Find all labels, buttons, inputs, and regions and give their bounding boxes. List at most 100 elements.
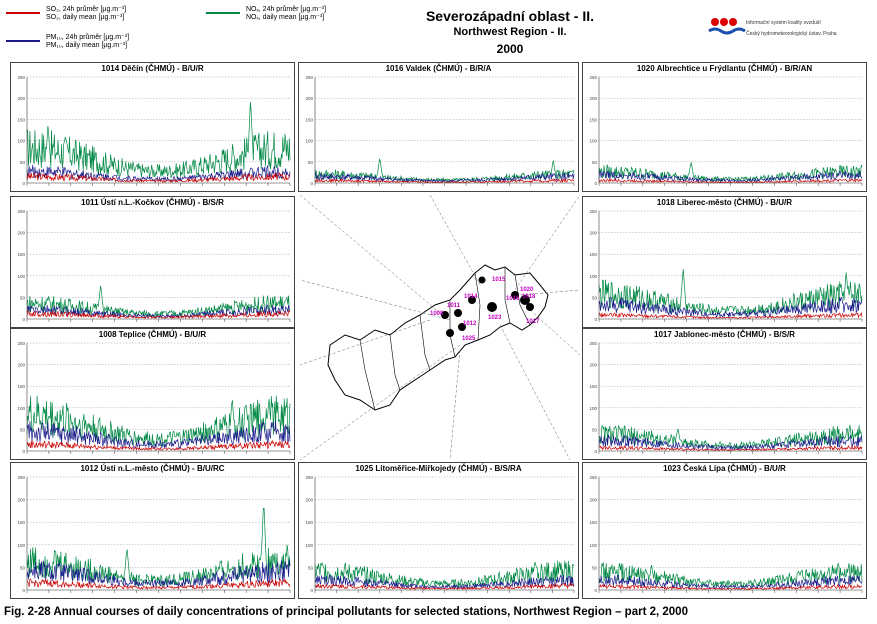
axes [598,343,862,452]
chart-panel-1016: 0 50 100 150 200 250 1016 Valdek (ČHMÚ) - B/R/… [298,62,579,192]
series-line-so2 [598,583,863,591]
y-tick-label: 50 [20,427,26,432]
series-line-so2 [598,178,863,184]
y-tick-label: 250 [589,75,597,80]
axes [26,343,290,452]
region-map: 1015 1014 1016 1018 1020 1008 1011 1023 … [300,195,580,460]
chart-panel-1020: 0 50 100 150 200 250 1020 Albrechtice u Frýdla… [582,62,867,192]
y-tick-label: 0 [22,181,25,186]
y-tick-label: 250 [305,75,313,80]
y-tick-label: 50 [592,427,598,432]
y-tick-label: 200 [589,363,597,368]
legend-label-nox-en: NOₓ, daily mean [µg.m⁻³] [246,14,325,21]
legend-swatch-so2 [6,12,40,14]
y-tick-label: 250 [17,475,25,480]
y-tick-label: 250 [17,341,25,346]
y-tick-label: 150 [17,520,25,525]
series-line-so2 [26,439,291,452]
chmi-logo [708,18,746,35]
y-tick-label: 150 [589,252,597,257]
series-line-pm10 [598,434,863,451]
legend-label-pm10-cz: PM₁₀, 24h průměr [µg.m⁻³] [46,34,130,41]
y-tick-label: 0 [310,588,313,593]
axes [26,477,290,591]
station-label: 1020 [520,287,534,293]
y-tick-label: 250 [589,209,597,214]
y-tick-label: 100 [305,543,313,548]
series-line-pm10 [26,420,291,449]
station-label: 1012 [463,321,477,327]
y-tick-label: 0 [22,317,25,322]
y-tick-label: 250 [305,475,313,480]
legend-label-so2-cz: SO₂, 24h průměr [µg.m⁻³] [46,6,127,13]
series-line-nox [26,508,291,587]
chart-title: 1011 Ústí n.L.-Kočkov (ČHMÚ) - B/S/R [81,198,224,207]
chart-title: 1017 Jablonec-město (ČHMÚ) - B/S/R [654,330,795,339]
y-tick-label: 100 [589,274,597,279]
y-tick-label: 50 [20,565,26,570]
axes [26,211,290,320]
y-tick-label: 100 [589,139,597,144]
station-label: 1014 [464,294,478,300]
page-title: Severozápadní oblast - II. Northwest Reg… [390,8,630,56]
legend: SO₂, 24h průměr [µg.m⁻³] SO₂, daily mean … [6,4,376,58]
series-line-nox [598,424,863,451]
series-line-nox [26,102,291,179]
y-tick-label: 50 [20,160,26,165]
series-line-pm10 [598,296,863,318]
y-tick-label: 100 [589,543,597,548]
y-tick-label: 150 [305,520,313,525]
chart-title: 1012 Ústí n.L.-město (ČHMÚ) - B/U/RC [80,464,225,473]
series-line-so2 [314,177,575,184]
y-tick-label: 0 [594,181,597,186]
y-tick-label: 50 [592,160,598,165]
y-tick-label: 200 [589,231,597,236]
y-tick-label: 200 [305,498,313,503]
chart-title: 1008 Teplice (ČHMÚ) - B/U/R [98,330,207,339]
title-cz: Severozápadní oblast - II. [425,8,595,24]
axes [598,77,862,184]
series-line-nox [598,161,863,183]
axes [26,77,290,184]
y-tick-label: 0 [22,588,25,593]
chart-panel-1017: 0 50 100 150 200 250 1017 Jablonec-město (ČHMÚ… [582,328,867,460]
y-tick-label: 50 [592,295,598,300]
legend-label-nox-cz: NOₓ, 24h průměr [µg.m⁻³] [246,6,327,13]
region-outline [327,264,549,411]
chart-panel-1012: 0 50 100 150 200 250 1012 Ústí n.L.-město (ČHM… [10,462,295,599]
chart-plot: 0 50 100 150 200 250 [589,75,863,186]
chart-plot: 0 50 100 150 200 250 [589,341,863,454]
chart-panel-1011: 0 50 100 150 200 250 1011 Ústí n.L.-Kočkov (ČH… [10,196,295,328]
axes [314,77,574,184]
y-tick-label: 100 [17,543,25,548]
series-line-so2 [26,578,291,590]
y-tick-label: 150 [589,520,597,525]
chart-title: 1014 Děčín (ČHMÚ) - B/U/R [101,64,204,73]
y-tick-label: 100 [589,406,597,411]
chart-plot: 0 50 100 150 200 250 [305,75,575,186]
series-line-pm10 [598,170,863,183]
title-en: Northwest Region - II. [453,26,567,38]
chart-panel-1023: 0 50 100 150 200 250 1023 Česká Lípa (ČHMÚ) - … [582,462,867,599]
y-tick-label: 0 [594,317,597,322]
station-label: 1023 [488,315,502,321]
station-label: 1008 [430,311,444,317]
y-tick-label: 100 [305,139,313,144]
station-label: 1011 [447,303,461,309]
institution: Informační systém kvality ovzduší Český … [746,18,837,40]
y-tick-label: 150 [589,117,597,122]
station-label: 1025 [462,336,476,342]
y-tick-label: 200 [589,498,597,503]
series-line-nox [598,562,863,589]
y-tick-label: 0 [594,449,597,454]
station-labels: 1015 1014 1016 1018 1020 1008 1011 1023 … [430,277,540,342]
chart-title: 1018 Liberec-město (ČHMÚ) - B/U/R [656,198,793,207]
station-label: 1015 [492,277,506,283]
title-year: 2000 [496,42,524,56]
y-tick-label: 150 [17,117,25,122]
institution-line1: Informační systém kvality ovzduší [746,20,821,26]
station-label: 1016 [506,296,520,302]
series-line-nox [26,285,291,318]
y-tick-label: 150 [17,384,25,389]
connector-lines [300,195,580,460]
